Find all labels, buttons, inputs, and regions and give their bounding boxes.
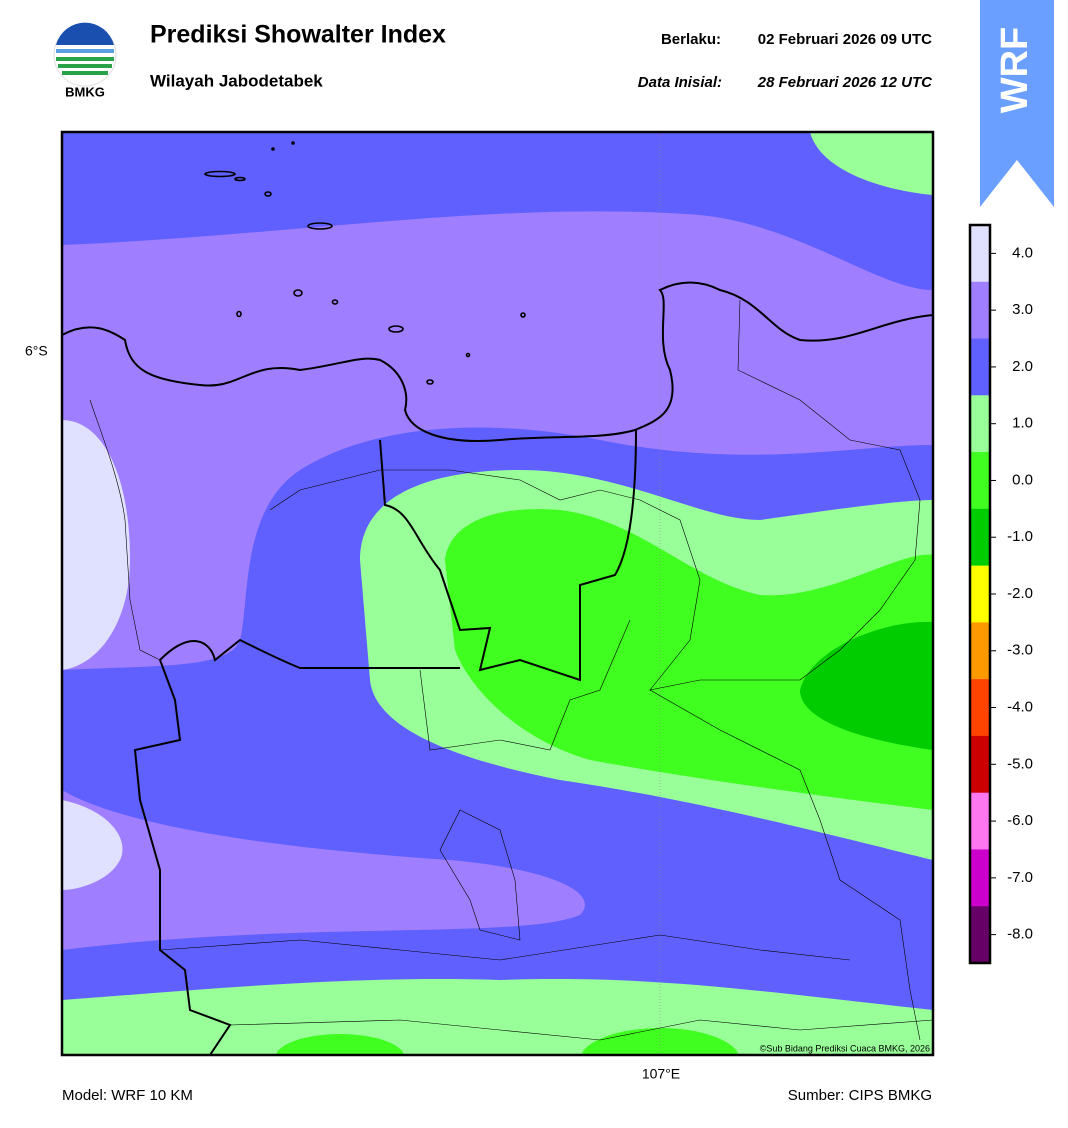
colorbar-tick-label: 3.0	[1012, 301, 1033, 318]
colorbar-segment	[970, 849, 990, 907]
logo-text: BMKG	[65, 84, 105, 99]
colorbar-segment	[970, 452, 990, 510]
colorbar-tick-label: -2.0	[1007, 585, 1033, 602]
colorbar-segment	[970, 679, 990, 737]
colorbar-segment	[970, 622, 990, 680]
colorbar-segment	[970, 735, 990, 794]
colorbar-tick-label: -4.0	[1007, 699, 1033, 716]
init-label: Data Inisial:	[638, 74, 722, 91]
colorbar-segment	[970, 281, 990, 340]
footer-source: Sumber: CIPS BMKG	[788, 1087, 932, 1104]
colorbar-tick-label: -1.0	[1007, 528, 1033, 545]
map	[62, 132, 933, 1055]
title: Prediksi Showalter Index	[150, 21, 446, 49]
colorbar-segment	[970, 508, 990, 567]
colorbar-segment	[970, 792, 990, 850]
colorbar-tick-label: -8.0	[1007, 926, 1033, 943]
colorbar-tick-label: -7.0	[1007, 869, 1033, 886]
colorbar-tick-label: 0.0	[1012, 471, 1033, 488]
colorbar-tick-label: -5.0	[1007, 755, 1033, 772]
badge	[980, 0, 1054, 207]
colorbar-segment	[970, 906, 990, 964]
subtitle: Wilayah Jabodetabek	[150, 71, 323, 90]
badge-text: WRF	[994, 27, 1036, 114]
colorbar-segment	[970, 395, 990, 453]
footer-model: Model: WRF 10 KM	[62, 1087, 193, 1104]
colorbar-tick-label: -6.0	[1007, 812, 1033, 829]
colorbar-tick-label: -3.0	[1007, 642, 1033, 659]
valid-time: 02 Februari 2026 09 UTC	[758, 31, 932, 48]
valid-label: Berlaku:	[661, 31, 721, 48]
colorbar-tick-label: 2.0	[1012, 358, 1033, 375]
lon-label: 107°E	[642, 1066, 680, 1082]
colorbar-segment	[970, 225, 990, 283]
logo: BMKG	[53, 22, 117, 99]
init-time: 28 Februari 2026 12 UTC	[757, 74, 933, 91]
colorbar: 4.0 3.0 2.0 1.0 0.0 -1.0 -2.0 -3.0 -4.0 -5.0 -6.0 -…	[968, 223, 1033, 965]
lat-label: 6°S	[25, 343, 48, 359]
colorbar-segment	[970, 338, 990, 396]
colorbar-segment	[970, 565, 990, 623]
map-frame	[60, 130, 935, 1057]
colorbar-tick-label: 1.0	[1012, 415, 1033, 432]
colorbar-tick-label: 4.0	[1012, 244, 1033, 261]
copyright: ©Sub Bidang Prediksi Cuaca BMKG, 2026	[760, 1043, 930, 1053]
